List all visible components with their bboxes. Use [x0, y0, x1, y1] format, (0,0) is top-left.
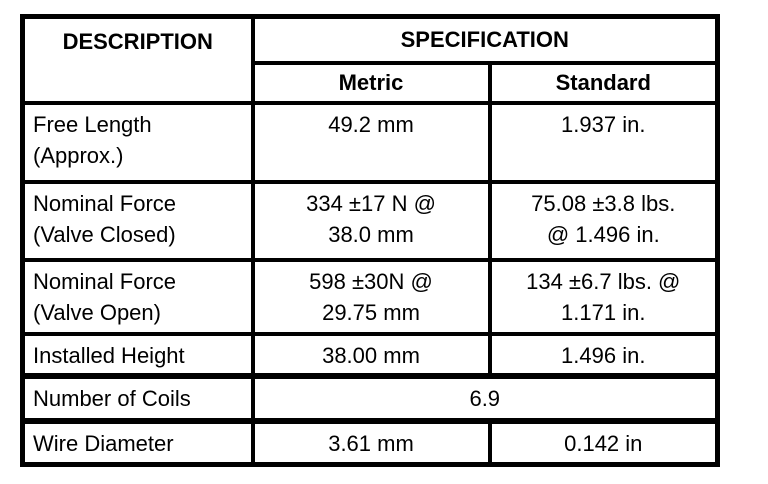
- metric-value-cell: 3.61 mm: [250, 417, 492, 467]
- description-cell: Nominal Force (Valve Closed): [20, 179, 255, 262]
- table-row-nominal-force-closed: Nominal Force (Valve Closed) 334 ±17 N @…: [20, 179, 720, 262]
- description-cell: Wire Diameter: [20, 417, 255, 467]
- table-row-number-of-coils: Number of Coils 6.9: [20, 372, 720, 423]
- column-header-metric: Metric: [250, 60, 492, 105]
- table-row-free-length: Free Length (Approx.) 49.2 mm 1.937 in.: [20, 100, 720, 184]
- table-row-installed-height: Installed Height 38.00 mm 1.496 in.: [20, 331, 720, 378]
- table-row-nominal-force-open: Nominal Force (Valve Open) 598 ±30N @ 29…: [20, 257, 720, 336]
- description-cell: Nominal Force (Valve Open): [20, 257, 255, 336]
- standard-value-cell: 1.937 in.: [487, 100, 720, 184]
- standard-value-cell: 1.496 in.: [487, 331, 720, 378]
- column-header-standard: Standard: [487, 60, 720, 105]
- description-cell: Number of Coils: [20, 372, 255, 423]
- description-cell: Free Length (Approx.): [20, 100, 255, 184]
- column-header-specification: SPECIFICATION: [250, 14, 720, 65]
- metric-value-cell: 334 ±17 N @ 38.0 mm: [250, 179, 492, 262]
- standard-value-cell: 134 ±6.7 lbs. @ 1.171 in.: [487, 257, 720, 336]
- metric-value-cell: 49.2 mm: [250, 100, 492, 184]
- metric-value-cell: 38.00 mm: [250, 331, 492, 378]
- table-row-wire-diameter: Wire Diameter 3.61 mm 0.142 in: [20, 417, 720, 467]
- merged-value-cell: 6.9: [250, 372, 720, 423]
- column-header-description: DESCRIPTION: [20, 14, 255, 105]
- spec-table-container: DESCRIPTION SPECIFICATION Metric Standar…: [20, 14, 721, 467]
- metric-value-cell: 598 ±30N @ 29.75 mm: [250, 257, 492, 336]
- standard-value-cell: 0.142 in: [487, 417, 720, 467]
- header-row-1: DESCRIPTION SPECIFICATION: [20, 14, 720, 105]
- valve-spring-specifications-table: DESCRIPTION SPECIFICATION Metric Standar…: [20, 14, 721, 467]
- standard-value-cell: 75.08 ±3.8 lbs. @ 1.496 in.: [487, 179, 720, 262]
- header-row-2: Metric Standard: [23, 60, 720, 105]
- description-cell: Installed Height: [20, 331, 255, 378]
